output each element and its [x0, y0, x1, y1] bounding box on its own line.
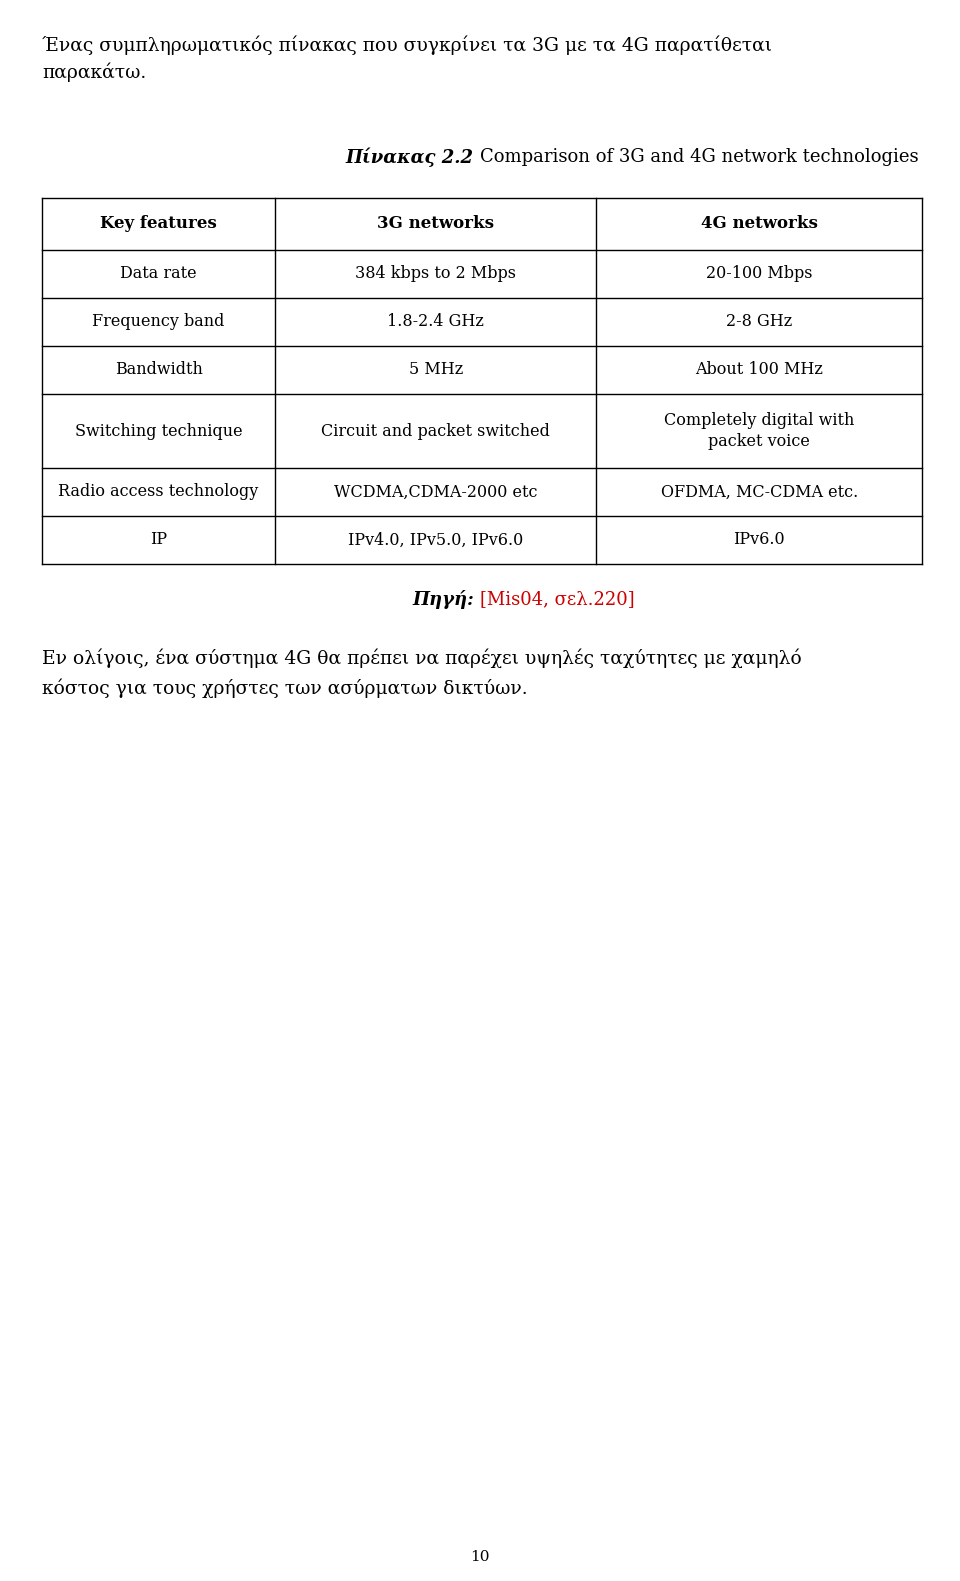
Text: [Mis04, σελ.220]: [Mis04, σελ.220] — [480, 590, 635, 609]
Text: παρακάτω.: παρακάτω. — [42, 62, 146, 82]
Text: Radio access technology: Radio access technology — [59, 484, 259, 501]
Text: Ένας συμπληρωματικός πίνακας που συγκρίνει τα 3G με τα 4G παρατίθεται: Ένας συμπληρωματικός πίνακας που συγκρίν… — [42, 35, 772, 55]
Text: 5 MHz: 5 MHz — [409, 362, 463, 378]
Text: 10: 10 — [470, 1549, 490, 1564]
Text: Εν ολίγοις, ένα σύστημα 4G θα πρέπει να παρέχει υψηλές ταχύτητες με χαμηλό: Εν ολίγοις, ένα σύστημα 4G θα πρέπει να … — [42, 648, 802, 667]
Text: Frequency band: Frequency band — [92, 313, 225, 330]
Text: Πηγή:: Πηγή: — [412, 590, 480, 609]
Text: 2-8 GHz: 2-8 GHz — [726, 313, 792, 330]
Text: Comparison of 3G and 4G network technologies: Comparison of 3G and 4G network technolo… — [480, 149, 919, 166]
Text: OFDMA, MC-CDMA etc.: OFDMA, MC-CDMA etc. — [660, 484, 858, 501]
Text: 384 kbps to 2 Mbps: 384 kbps to 2 Mbps — [355, 266, 516, 283]
Text: IPv6.0: IPv6.0 — [733, 531, 785, 549]
Text: 20-100 Mbps: 20-100 Mbps — [706, 266, 812, 283]
Text: IPv4.0, IPv5.0, IPv6.0: IPv4.0, IPv5.0, IPv6.0 — [348, 531, 523, 549]
Text: 3G networks: 3G networks — [377, 215, 494, 232]
Text: 4G networks: 4G networks — [701, 215, 818, 232]
Text: 1.8-2.4 GHz: 1.8-2.4 GHz — [388, 313, 484, 330]
Text: Key features: Key features — [100, 215, 217, 232]
Text: WCDMA,CDMA-2000 etc: WCDMA,CDMA-2000 etc — [334, 484, 538, 501]
Text: About 100 MHz: About 100 MHz — [695, 362, 823, 378]
Text: Completely digital with
packet voice: Completely digital with packet voice — [664, 411, 854, 451]
Text: κόστος για τους χρήστες των ασύρματων δικτύων.: κόστος για τους χρήστες των ασύρματων δι… — [42, 678, 528, 697]
Text: Bandwidth: Bandwidth — [114, 362, 203, 378]
Text: IP: IP — [150, 531, 167, 549]
Text: Circuit and packet switched: Circuit and packet switched — [322, 422, 550, 440]
Text: Data rate: Data rate — [120, 266, 197, 283]
Text: Switching technique: Switching technique — [75, 422, 243, 440]
Text: Πίνακας 2.2: Πίνακας 2.2 — [346, 149, 480, 168]
